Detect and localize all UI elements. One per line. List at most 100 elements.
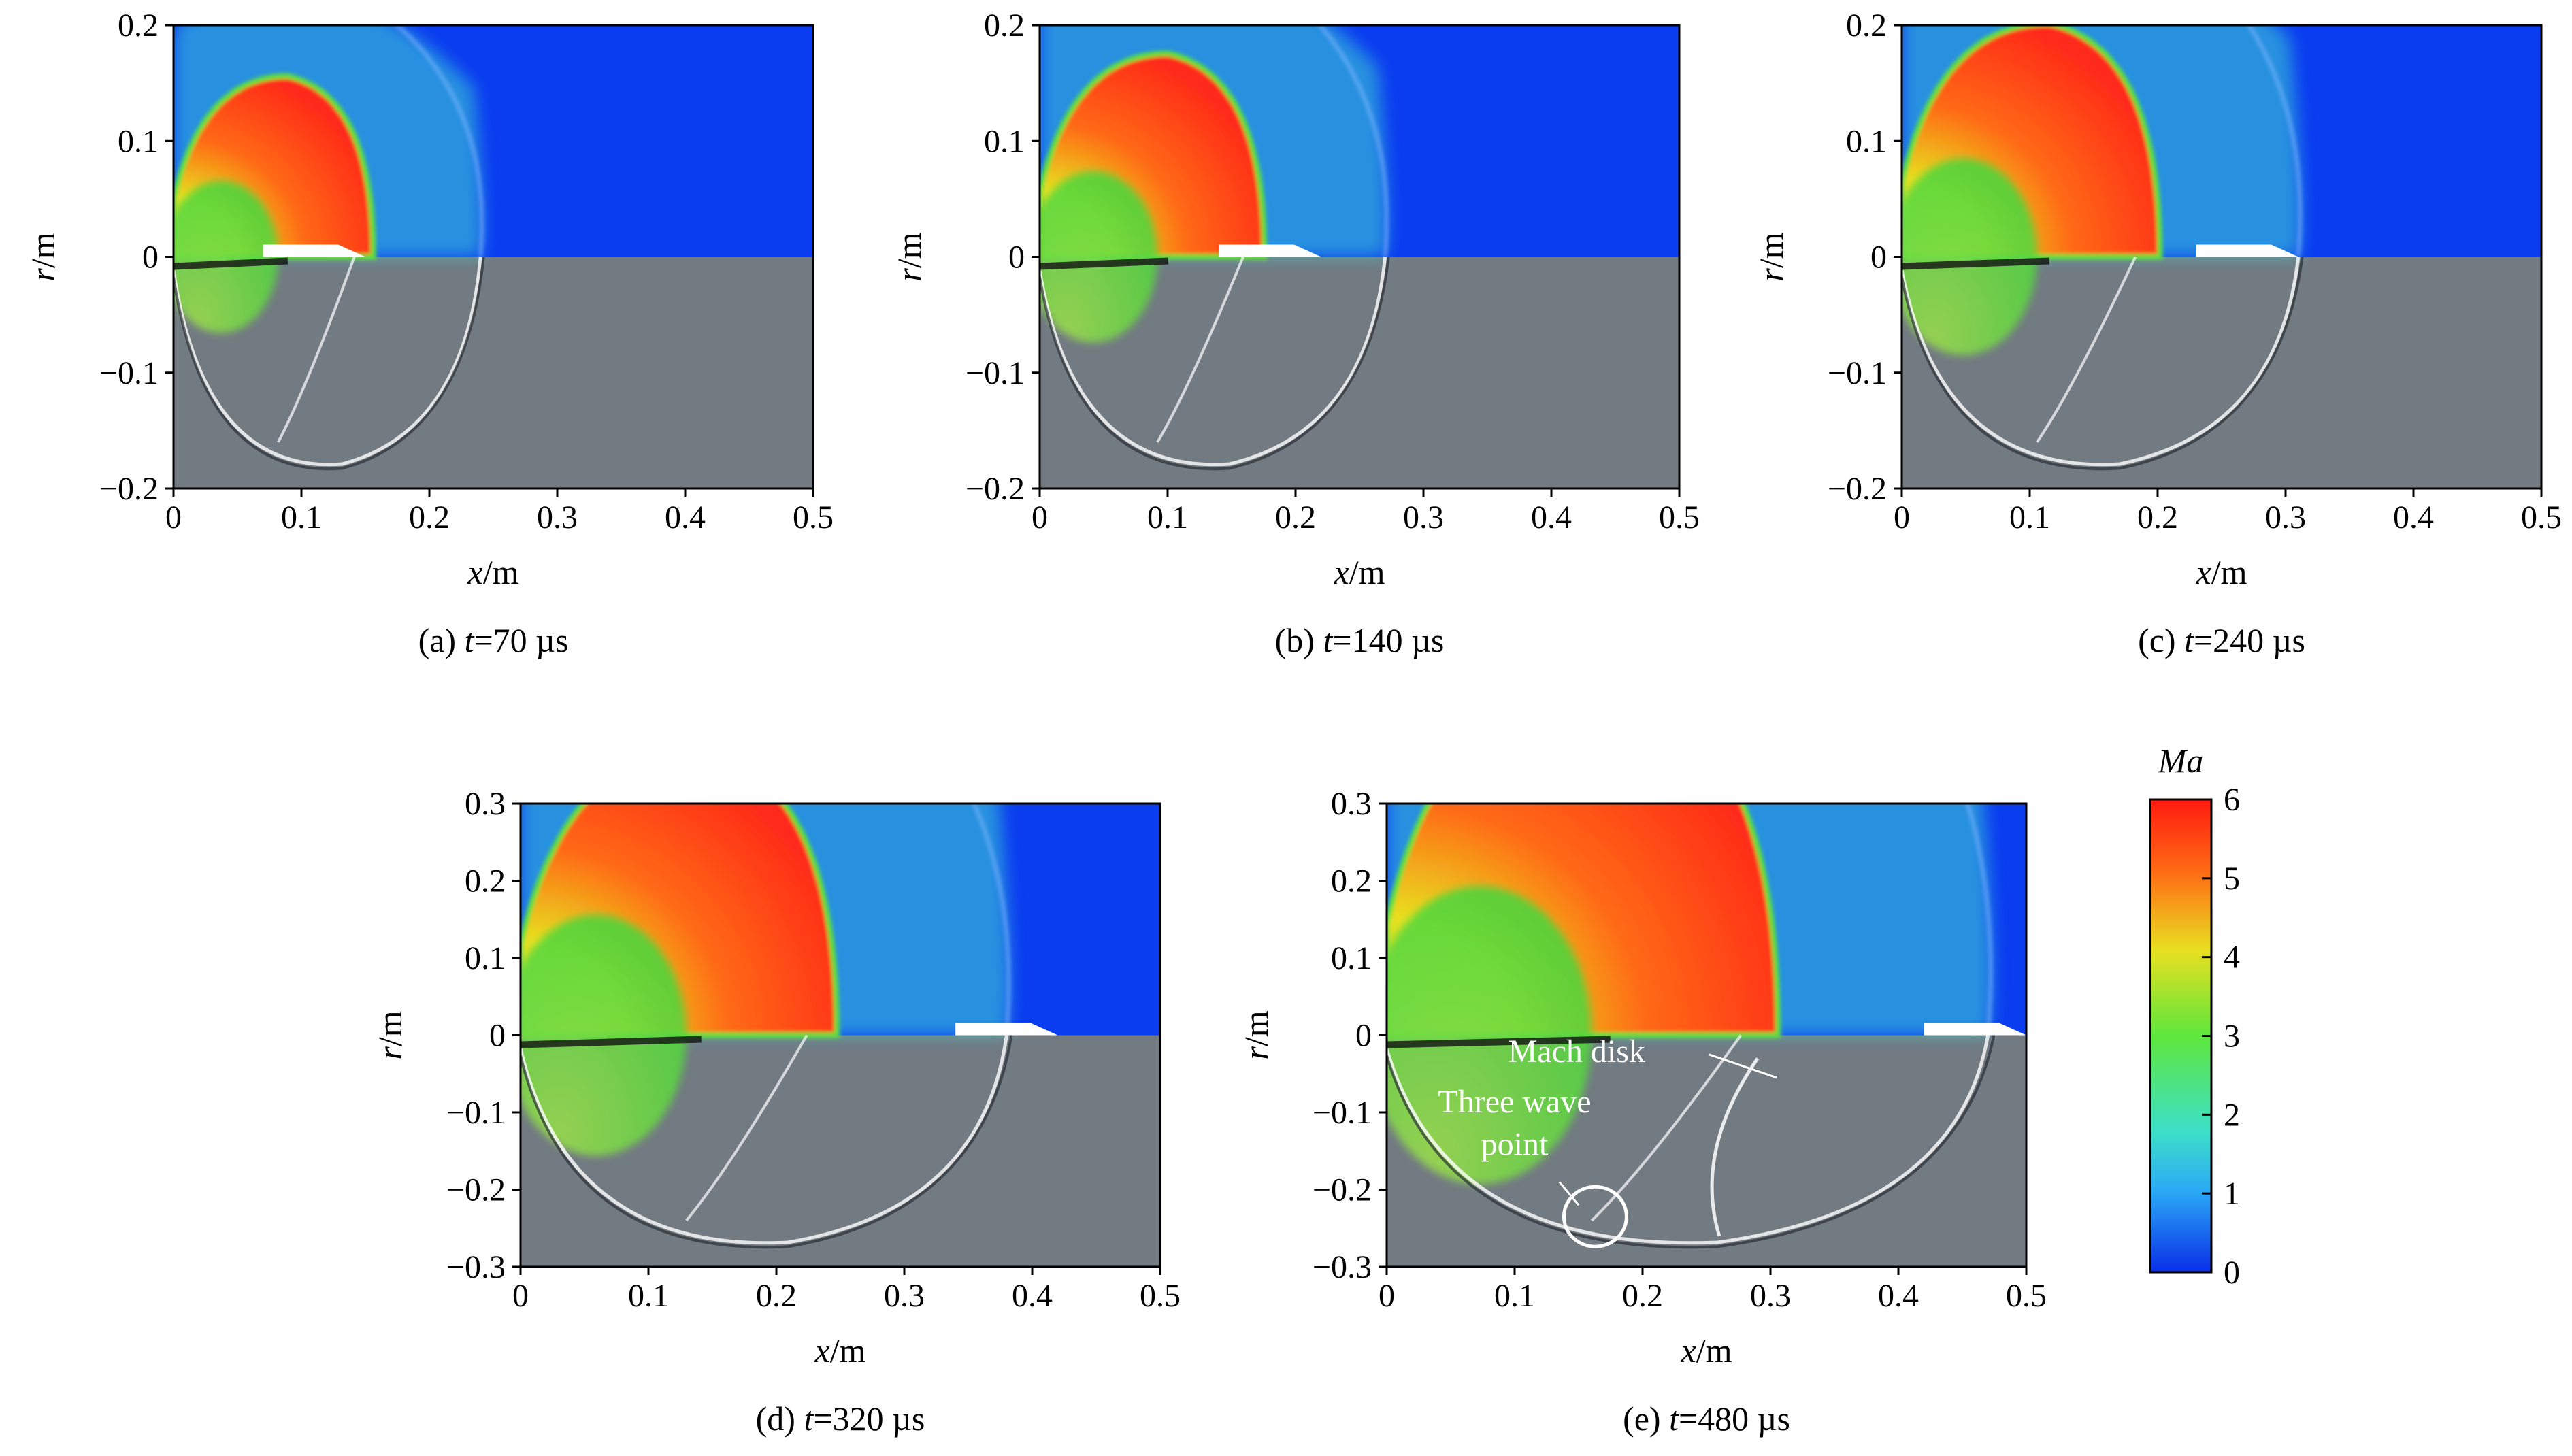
- x-tick-label: 0.5: [2521, 499, 2562, 535]
- y-tick-label: 0.1: [984, 123, 1025, 159]
- y-axis-label: r/m: [24, 232, 62, 281]
- x-tick-label: 0.4: [1012, 1278, 1053, 1314]
- x-axis-label: x/m: [467, 553, 519, 591]
- y-tick-label: 0.1: [118, 123, 159, 159]
- colorbar-tick-label: 2: [2224, 1097, 2240, 1133]
- y-tick-label: −0.3: [1313, 1249, 1372, 1285]
- colorbar-ramp: [2149, 798, 2213, 1274]
- mach-contour-plume: [1040, 25, 1389, 343]
- y-tick-label: 0: [489, 1018, 506, 1054]
- y-tick-label: −0.3: [446, 1249, 506, 1285]
- panel-d: 0 0.1 0.2 0.3 0.4 0.5 0.3 0.2 0.1 0 −0.1 −0.2 −0.3 x/…: [371, 786, 1181, 1438]
- y-tick-label: 0: [142, 239, 159, 276]
- x-tick-label: 0.4: [665, 499, 706, 535]
- projectile-shape: [2196, 244, 2298, 257]
- y-tick-label: 0.2: [118, 7, 159, 44]
- y-tick-label: 0.2: [984, 7, 1025, 44]
- y-tick-label: 0: [1870, 239, 1887, 276]
- y-axis-label: r/m: [371, 1010, 409, 1059]
- y-axis-label: r/m: [1237, 1010, 1275, 1059]
- colorbar: 0 1 2 3 4 5 6 Ma: [2149, 742, 2240, 1291]
- x-tick-label: 0.2: [1622, 1278, 1663, 1314]
- x-tick-label: 0.5: [1659, 499, 1700, 535]
- x-axis-label: x/m: [2196, 553, 2247, 591]
- x-tick-label: 0.3: [537, 499, 578, 535]
- panel-caption-b: (b) t=140 µs: [1275, 621, 1445, 659]
- x-tick-label: 0: [1379, 1278, 1395, 1314]
- x-tick-label: 0: [512, 1278, 529, 1314]
- x-tick-label: 0: [1032, 499, 1048, 535]
- y-tick-label: 0.2: [465, 863, 506, 899]
- x-axis-label: x/m: [1681, 1331, 1732, 1370]
- y-tick-label: 0.2: [1846, 7, 1887, 44]
- x-tick-label: 0.2: [2137, 499, 2178, 535]
- y-tick-label: 0.1: [465, 940, 506, 976]
- y-tick-label: 0.3: [465, 786, 506, 822]
- colorbar-tick-label: 1: [2224, 1176, 2240, 1212]
- panel-caption-d: (d) t=320 µs: [756, 1400, 925, 1438]
- x-tick-label: 0.1: [2009, 499, 2050, 535]
- x-tick-label: 0.2: [756, 1278, 797, 1314]
- x-tick-label: 0.5: [793, 499, 834, 535]
- projectile-shape: [1924, 1023, 2026, 1036]
- x-tick-label: 0.5: [1140, 1278, 1181, 1314]
- x-axis-label: x/m: [1334, 553, 1385, 591]
- colorbar-tick-label: 6: [2224, 782, 2240, 818]
- annotation-three-wave-line1: Three wave: [1438, 1084, 1591, 1120]
- x-tick-label: 0.4: [2393, 499, 2434, 535]
- x-tick-label: 0.1: [628, 1278, 669, 1314]
- schlieren-waves: [1387, 1034, 1996, 1249]
- annotation-mach-disk: Mach disk: [1508, 1033, 1645, 1070]
- colorbar-tick-label: 4: [2224, 940, 2240, 976]
- y-axis-label: r/m: [890, 232, 928, 281]
- panels: 0 0.1 0.2 0.3 0.4 0.5 0.2 0.1 0 −0.1 −0.2 x/m r/m (a)…: [24, 7, 2562, 1438]
- x-tick-label: 0.3: [884, 1278, 925, 1314]
- x-tick-label: 0.2: [409, 499, 450, 535]
- colorbar-tick-label: 0: [2224, 1255, 2240, 1291]
- schlieren-field-lower: [174, 257, 813, 489]
- panel-c: 0 0.1 0.2 0.3 0.4 0.5 0.2 0.1 0 −0.1 −0.2 x/m r/m (c)…: [1752, 7, 2562, 659]
- x-tick-label: 0.2: [1275, 499, 1316, 535]
- colorbar-tick-label: 5: [2224, 861, 2240, 897]
- panel-caption-e: (e) t=480 µs: [1623, 1400, 1790, 1438]
- y-tick-label: −0.1: [99, 355, 159, 391]
- panel-caption-c: (c) t=240 µs: [2138, 621, 2305, 659]
- panel-b: 0 0.1 0.2 0.3 0.4 0.5 0.2 0.1 0 −0.1 −0.2 x/m r/m (b)…: [890, 7, 1700, 659]
- y-tick-label: 0: [1355, 1018, 1372, 1054]
- panel-caption-a: (a) t=70 µs: [418, 621, 569, 659]
- x-tick-label: 0.4: [1531, 499, 1572, 535]
- x-tick-label: 0.3: [2265, 499, 2306, 535]
- colorbar-tick-label: 3: [2224, 1019, 2240, 1055]
- y-tick-label: −0.2: [1828, 471, 1887, 507]
- y-tick-label: −0.2: [446, 1172, 506, 1208]
- y-tick-label: −0.1: [1313, 1095, 1372, 1131]
- mach-contour-plume: [1902, 25, 2303, 355]
- y-tick-label: 0.2: [1331, 863, 1372, 899]
- mach-contour-plume: [521, 804, 1011, 1156]
- x-tick-label: 0.4: [1878, 1278, 1919, 1314]
- mach-contour-plume: [1387, 804, 1993, 1185]
- y-tick-label: 0.1: [1331, 940, 1372, 976]
- y-tick-label: −0.2: [966, 471, 1025, 507]
- y-tick-label: −0.2: [99, 471, 159, 507]
- annotations: Mach disk Three wave point: [1438, 1033, 1777, 1248]
- x-tick-label: 0.1: [281, 499, 322, 535]
- projectile-shape: [1219, 244, 1321, 257]
- colorbar-title: Ma: [2158, 742, 2204, 780]
- y-tick-label: −0.2: [1313, 1172, 1372, 1208]
- x-tick-label: 0.1: [1147, 499, 1188, 535]
- y-axis-label: r/m: [1752, 232, 1790, 281]
- schlieren-waves: [1040, 256, 1390, 471]
- projectile-shape: [955, 1023, 1058, 1036]
- y-tick-label: −0.1: [446, 1095, 506, 1131]
- y-tick-label: −0.1: [966, 355, 1025, 391]
- x-tick-label: 0: [1894, 499, 1910, 535]
- mach-contour-plume: [174, 25, 484, 333]
- y-tick-label: 0: [1008, 239, 1025, 276]
- x-tick-label: 0.3: [1750, 1278, 1791, 1314]
- y-tick-label: 0.1: [1846, 123, 1887, 159]
- x-tick-label: 0.3: [1403, 499, 1444, 535]
- schlieren-waves: [1902, 256, 2304, 471]
- three-wave-point-marker: [1562, 1185, 1628, 1248]
